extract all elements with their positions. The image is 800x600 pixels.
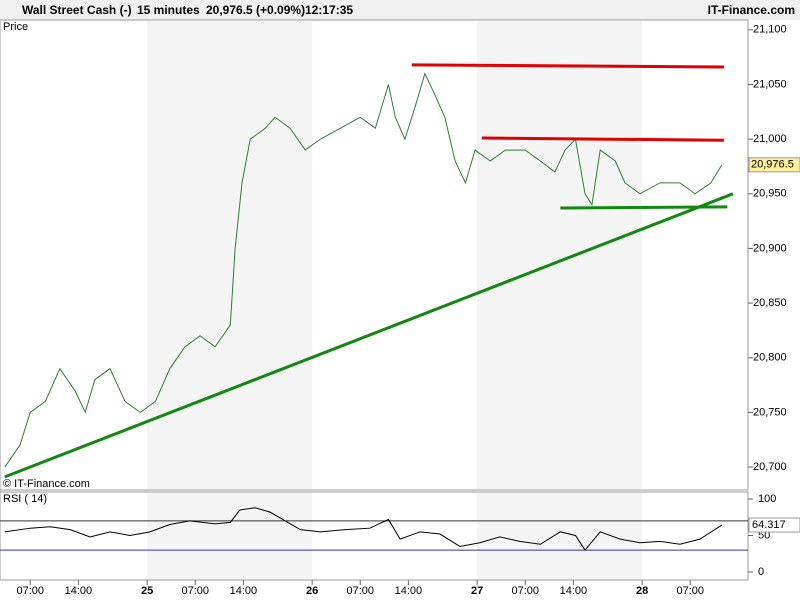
x-tick-label: 07:00 bbox=[346, 585, 374, 597]
credit: © IT-Finance.com bbox=[3, 478, 90, 490]
rsi-label: RSI ( 14) bbox=[3, 493, 47, 505]
x-tick-label: 07:00 bbox=[181, 585, 209, 597]
brand: IT-Finance.com bbox=[708, 3, 795, 17]
x-tick-label: 07:00 bbox=[16, 585, 44, 597]
price-label: Price bbox=[3, 21, 28, 33]
day-shade bbox=[147, 493, 313, 579]
y-tick-label: 20,850 bbox=[753, 297, 787, 309]
last-rsi: 64.317 bbox=[752, 519, 786, 531]
interval: 15 minutes bbox=[137, 3, 200, 17]
series-line bbox=[4, 72, 723, 468]
quote: 20,976.5 (+0.09%) bbox=[206, 3, 305, 17]
last-rsi-box bbox=[748, 517, 800, 533]
y-tick-label: 20,900 bbox=[753, 242, 787, 254]
day-shade bbox=[147, 21, 313, 489]
day-shade bbox=[477, 21, 643, 489]
time: 12:17:35 bbox=[305, 3, 353, 17]
x-tick-label: 14:00 bbox=[560, 585, 588, 597]
day-shade bbox=[477, 493, 643, 579]
price-panel bbox=[0, 19, 749, 491]
title: Wall Street Cash (-) bbox=[22, 3, 132, 17]
last-price: 20,976.5 bbox=[751, 159, 794, 171]
x-tick-label: 28 bbox=[636, 585, 648, 597]
last-price-box bbox=[748, 157, 800, 173]
trend-line bbox=[481, 136, 724, 142]
y-tick-label: 0 bbox=[758, 566, 764, 578]
y-tick-label: 20,950 bbox=[753, 188, 787, 200]
y-tick-label: 21,100 bbox=[753, 24, 787, 36]
y-tick-label: 20,800 bbox=[753, 352, 787, 364]
y-tick-label: 21,000 bbox=[753, 133, 787, 145]
trend-line bbox=[4, 192, 734, 479]
x-tick-label: 14:00 bbox=[65, 585, 93, 597]
x-tick-label: 07:00 bbox=[676, 585, 704, 597]
rsi-panel bbox=[0, 491, 749, 581]
header-bar bbox=[0, 0, 800, 20]
y-tick-label: 100 bbox=[758, 493, 776, 505]
x-tick-label: 25 bbox=[141, 585, 153, 597]
y-tick-label: 21,050 bbox=[753, 78, 787, 90]
x-tick-label: 07:00 bbox=[511, 585, 539, 597]
x-tick-label: 27 bbox=[471, 585, 483, 597]
x-tick-label: 14:00 bbox=[230, 585, 258, 597]
series-line bbox=[4, 507, 723, 551]
x-tick-label: 14:00 bbox=[395, 585, 423, 597]
trend-line bbox=[411, 63, 724, 69]
x-tick-label: 26 bbox=[306, 585, 318, 597]
y-tick-label: 20,700 bbox=[753, 461, 787, 473]
y-tick-label: 20,750 bbox=[753, 406, 787, 418]
